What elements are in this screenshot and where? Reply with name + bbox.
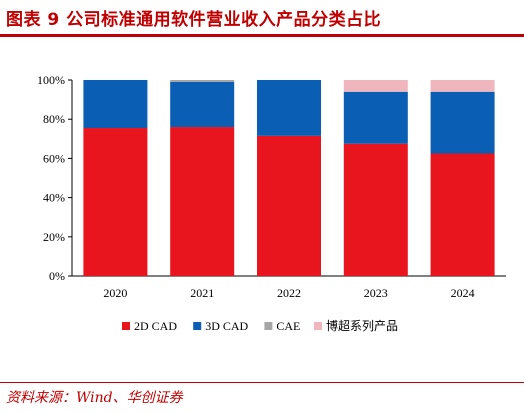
title-divider: [0, 34, 524, 37]
bar-2d-cad-2022: [257, 135, 321, 276]
x-tick-label: 2022: [277, 286, 301, 300]
legend-label: CAE: [276, 319, 300, 333]
legend-label: 博超系列产品: [326, 318, 398, 333]
legend-swatch: [314, 322, 322, 330]
y-tick-label: 20%: [43, 230, 65, 244]
bar-3d-cad-2022: [257, 80, 321, 136]
source-note: 资料来源：Wind、华创证券: [6, 390, 183, 406]
bar-3d-cad-2023: [343, 91, 408, 144]
bar-3d-cad-2021: [170, 81, 235, 128]
bar-2d-cad-2020: [83, 128, 148, 276]
y-tick-label: 40%: [43, 191, 65, 205]
stacked-bar-chart: 0% 20% 40% 60% 80% 100% 2020 2021 2022 2023 2024 2D…: [37, 73, 506, 333]
x-tick-label: 2024: [451, 286, 475, 300]
y-tick-label: 0%: [49, 269, 65, 283]
bar-3d-cad-2020: [83, 80, 148, 129]
bar-cae-2021: [170, 80, 235, 82]
bar-博超系列产品-2023: [343, 80, 408, 92]
legend-swatch: [122, 322, 130, 330]
chart-title: 图表 9 公司标准通用软件营业收入产品分类占比: [6, 10, 382, 30]
legend-label: 3D CAD: [205, 319, 248, 333]
bar-3d-cad-2024: [430, 91, 495, 154]
bar-2d-cad-2021: [170, 127, 235, 276]
y-tick-label: 60%: [43, 151, 65, 165]
bar-2d-cad-2024: [430, 153, 495, 276]
legend-swatch: [264, 322, 273, 330]
bar-2d-cad-2023: [343, 143, 408, 276]
x-tick-label: 2023: [364, 286, 388, 300]
bar-博超系列产品-2024: [430, 80, 495, 92]
y-tick-label: 80%: [43, 112, 65, 126]
x-tick-label: 2020: [103, 286, 127, 300]
y-tick-label: 100%: [37, 73, 65, 87]
x-tick-label: 2021: [190, 286, 214, 300]
legend-label: 2D CAD: [134, 319, 177, 333]
footer-divider: [0, 382, 524, 383]
legend-swatch: [193, 322, 202, 330]
